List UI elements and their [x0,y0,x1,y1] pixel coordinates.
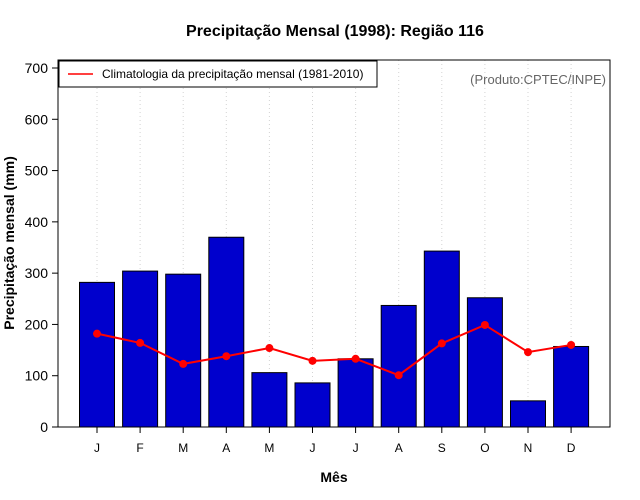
bar [337,358,374,428]
y-tick-label: 600 [25,111,49,127]
y-tick-label: 100 [25,368,49,384]
plot-frame [57,59,611,428]
bar [553,345,590,428]
x-tick-label: S [438,441,446,455]
x-tick-label: M [178,441,188,455]
climatology-point [179,359,188,368]
x-tick-label: A [395,441,403,455]
bar [294,382,331,428]
climatology-point [524,348,532,357]
bar [466,297,503,428]
y-tick-label: 400 [25,214,49,230]
climatology-point [93,329,101,338]
x-tick-label: J [94,441,100,455]
climatology-point [351,354,360,363]
bar [510,400,546,428]
y-tick-label: 700 [25,60,49,76]
product-credit: (Produto:CPTEC/INPE) [470,72,606,87]
x-tick-label: N [524,441,533,455]
x-tick-label: J [353,441,359,455]
climatology-series [93,320,576,380]
chart-title: Precipitação Mensal (1998): Região 116 [186,23,484,40]
x-tick-label: M [264,441,274,455]
bar-series [79,236,590,428]
y-axis-label: Precipitação mensal (mm) [1,156,17,330]
x-tick-label: A [222,441,230,455]
climatology-point [394,371,403,380]
y-tick-label: 0 [40,419,48,435]
x-tick-label: F [136,441,143,455]
bar [79,281,115,428]
y-axis: 0 100 200 300 400 500 600 700 [25,60,58,435]
x-axis-label: Mês [320,469,347,485]
climatology-point [222,352,231,361]
x-tick-label: D [567,441,576,455]
climatology-point [265,344,274,353]
climatology-point [567,340,576,349]
legend-entry-climatology: Climatologia da precipitação mensal (198… [102,67,363,81]
y-tick-label: 200 [25,316,49,332]
y-tick-label: 500 [25,163,49,179]
bar [208,236,245,428]
climatology-line [96,323,572,377]
x-tick-label: J [310,441,316,455]
x-tick-label: O [480,441,489,455]
climatology-point [437,339,446,348]
bar [251,372,288,428]
bar [165,273,202,428]
y-tick-label: 300 [25,265,49,281]
legend-box [58,60,378,88]
climatology-point [136,338,145,347]
climatology-point [480,320,489,329]
legend: Climatologia da precipitação mensal (198… [58,60,378,88]
climatology-point [308,356,317,365]
